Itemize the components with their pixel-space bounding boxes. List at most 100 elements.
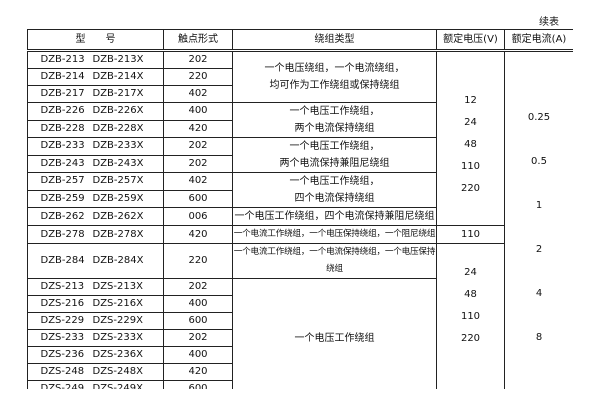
voltage-cell: 24 48 110 220 bbox=[436, 243, 505, 389]
model-cell: DZB-243 DZB-243X bbox=[27, 154, 164, 173]
voltage-value: 24 bbox=[464, 267, 477, 278]
contact-cell: 400 bbox=[163, 295, 233, 313]
winding-text: 一个电压工作绕组 bbox=[294, 332, 375, 344]
winding-text: 一个电压绕组，一个电流绕组， bbox=[264, 63, 405, 74]
model-code: DZB-262 bbox=[40, 210, 85, 222]
voltage-value: 110 bbox=[460, 311, 481, 322]
voltage-cell: 110 bbox=[436, 225, 505, 244]
current-value: 4 bbox=[535, 288, 543, 299]
table-row: DZB-217 DZB-217X 402 bbox=[27, 85, 574, 103]
model-code: DZB-228 bbox=[40, 122, 85, 134]
header-winding: 绕组类型 bbox=[232, 29, 437, 52]
model-code: DZS-233 bbox=[40, 332, 85, 343]
table-row: DZB-278 DZB-278X 420 一个电流工作绕组，一个电压保持绕组，一个阻尼… bbox=[27, 225, 574, 244]
voltage-value: 12 bbox=[464, 95, 477, 106]
current-value: 2 bbox=[535, 244, 543, 255]
model-code: DZS-249 bbox=[40, 383, 85, 389]
model-cell: DZB-233 DZB-233X bbox=[27, 137, 164, 156]
model-cell: DZS-236 DZS-236X bbox=[27, 346, 164, 364]
winding-text: 一个电压工作绕组， bbox=[289, 176, 380, 187]
model-code: DZB-214 bbox=[40, 71, 85, 82]
model-code: DZB-213 bbox=[40, 54, 85, 65]
winding-cell: 一个电流工作绕组，一个电压保持绕组，一个阻尼绕组 bbox=[232, 225, 437, 244]
relay-spec-table: 型 号 触点形式 绕组类型 额定电压(V) 额定电流(A) DZB-213 DZB… bbox=[27, 29, 573, 389]
table-row: DZS-213 DZS-213X 202 一个电压工作绕组 bbox=[27, 278, 574, 389]
model-cell: DZS-248 DZS-248X bbox=[27, 363, 164, 381]
voltage-value: 48 bbox=[464, 139, 477, 150]
model-code-x: DZB-228X bbox=[92, 122, 144, 134]
winding-text: 均可作为工作绕组或保持绕组 bbox=[269, 80, 400, 91]
contact-cell: 006 bbox=[163, 207, 233, 226]
table-row: DZB-257 DZB-257X 402 一个电压工作绕组， 四个电流保持绕组 bbox=[27, 172, 574, 208]
model-code-x: DZS-216X bbox=[92, 298, 143, 309]
model-code-x: DZS-229X bbox=[92, 315, 143, 326]
contact-cell: 402 bbox=[163, 172, 233, 191]
model-code: DZS-213 bbox=[40, 281, 85, 292]
model-code: DZB-257 bbox=[40, 175, 85, 187]
contact-cell: 202 bbox=[163, 50, 233, 69]
model-code-x: DZS-248X bbox=[92, 366, 143, 377]
winding-cell: 一个电压工作绕组，四个电流保持兼阻尼绕组 bbox=[232, 207, 437, 226]
winding-cell: 一个电压工作绕组， 四个电流保持绕组 bbox=[232, 172, 437, 208]
model-code: DZS-248 bbox=[40, 366, 85, 377]
header-voltage: 额定电压(V) bbox=[436, 29, 505, 52]
model-cell: DZB-213 DZB-213X bbox=[27, 50, 164, 69]
contact-cell: 220 bbox=[163, 243, 233, 279]
voltage-value: 24 bbox=[464, 117, 477, 128]
header-current: 额定电流(A) bbox=[504, 29, 573, 52]
voltage-value: 220 bbox=[460, 333, 481, 344]
voltage-value: 110 bbox=[460, 228, 481, 240]
model-code-x: DZB-233X bbox=[92, 140, 144, 152]
current-value: 0.25 bbox=[527, 112, 551, 123]
model-code: DZB-259 bbox=[40, 192, 85, 204]
header-model: 型 号 bbox=[27, 29, 164, 52]
winding-text: 四个电流保持绕组 bbox=[294, 193, 375, 204]
contact-cell: 202 bbox=[163, 154, 233, 173]
contact-cell: 600 bbox=[163, 312, 233, 330]
current-cell: 0.25 0.5 1 2 4 8 bbox=[504, 50, 573, 389]
voltage-cell: 12 24 48 110 220 bbox=[436, 50, 505, 226]
winding-text: 两个电流保持兼阻尼绕组 bbox=[279, 158, 390, 169]
model-code-x: DZB-226X bbox=[92, 105, 144, 117]
model-code: DZS-236 bbox=[40, 349, 85, 360]
table-row: DZS-249 DZS-249X 600 bbox=[27, 380, 574, 389]
model-cell: DZB-284 DZB-284X bbox=[27, 243, 164, 279]
winding-text: 一个电压工作绕组， bbox=[289, 106, 380, 117]
model-cell: DZB-217 DZB-217X bbox=[27, 85, 164, 103]
winding-text: 一个电流工作绕组，一个电流保持绕组，一个电压保持绕组 bbox=[233, 247, 436, 274]
table-row: DZS-248 DZS-248X 420 bbox=[27, 363, 574, 381]
contact-cell: 202 bbox=[163, 329, 233, 347]
model-cell: DZB-278 DZB-278X bbox=[27, 225, 164, 244]
contact-cell: 202 bbox=[163, 278, 233, 296]
spec-table-page: 续表 型 号 触点形式 绕组类型 额定电压(V) 额定电流(A) DZB-213… bbox=[27, 0, 573, 389]
model-code: DZS-229 bbox=[40, 315, 85, 326]
table-row: DZB-262 DZB-262X 006 一个电压工作绕组，四个电流保持兼阻尼绕组 bbox=[27, 207, 574, 226]
model-code-x: DZB-278X bbox=[92, 228, 144, 240]
winding-cell: 一个电压工作绕组， 两个电流保持兼阻尼绕组 bbox=[232, 137, 437, 173]
model-code-x: DZB-284X bbox=[92, 255, 144, 266]
table-row: DZS-236 DZS-236X 400 bbox=[27, 346, 574, 364]
model-cell: DZS-249 DZS-249X bbox=[27, 380, 164, 389]
winding-text: 一个电流工作绕组，一个电压保持绕组，一个阻尼绕组 bbox=[233, 229, 436, 239]
contact-cell: 600 bbox=[163, 380, 233, 389]
current-value: 0.5 bbox=[531, 156, 547, 167]
winding-cell: 一个电压工作绕组， 两个电流保持绕组 bbox=[232, 102, 437, 138]
model-code-x: DZB-217X bbox=[92, 88, 144, 99]
contact-cell: 220 bbox=[163, 68, 233, 86]
model-cell: DZS-229 DZS-229X bbox=[27, 312, 164, 330]
contact-cell: 420 bbox=[163, 363, 233, 381]
model-code: DZB-217 bbox=[40, 88, 85, 99]
model-code: DZB-284 bbox=[40, 255, 85, 266]
model-code: DZB-278 bbox=[40, 228, 85, 240]
model-code-x: DZS-249X bbox=[92, 383, 143, 389]
model-code-x: DZS-233X bbox=[92, 332, 143, 343]
model-cell: DZS-233 DZS-233X bbox=[27, 329, 164, 347]
model-cell: DZB-262 DZB-262X bbox=[27, 207, 164, 226]
current-value: 1 bbox=[535, 200, 543, 211]
model-cell: DZB-257 DZB-257X bbox=[27, 172, 164, 191]
contact-cell: 400 bbox=[163, 102, 233, 121]
model-code-x: DZB-257X bbox=[92, 175, 144, 187]
model-code-x: DZB-259X bbox=[92, 192, 144, 204]
model-code-x: DZB-243X bbox=[92, 157, 144, 169]
winding-text: 一个电压工作绕组， bbox=[289, 141, 380, 152]
